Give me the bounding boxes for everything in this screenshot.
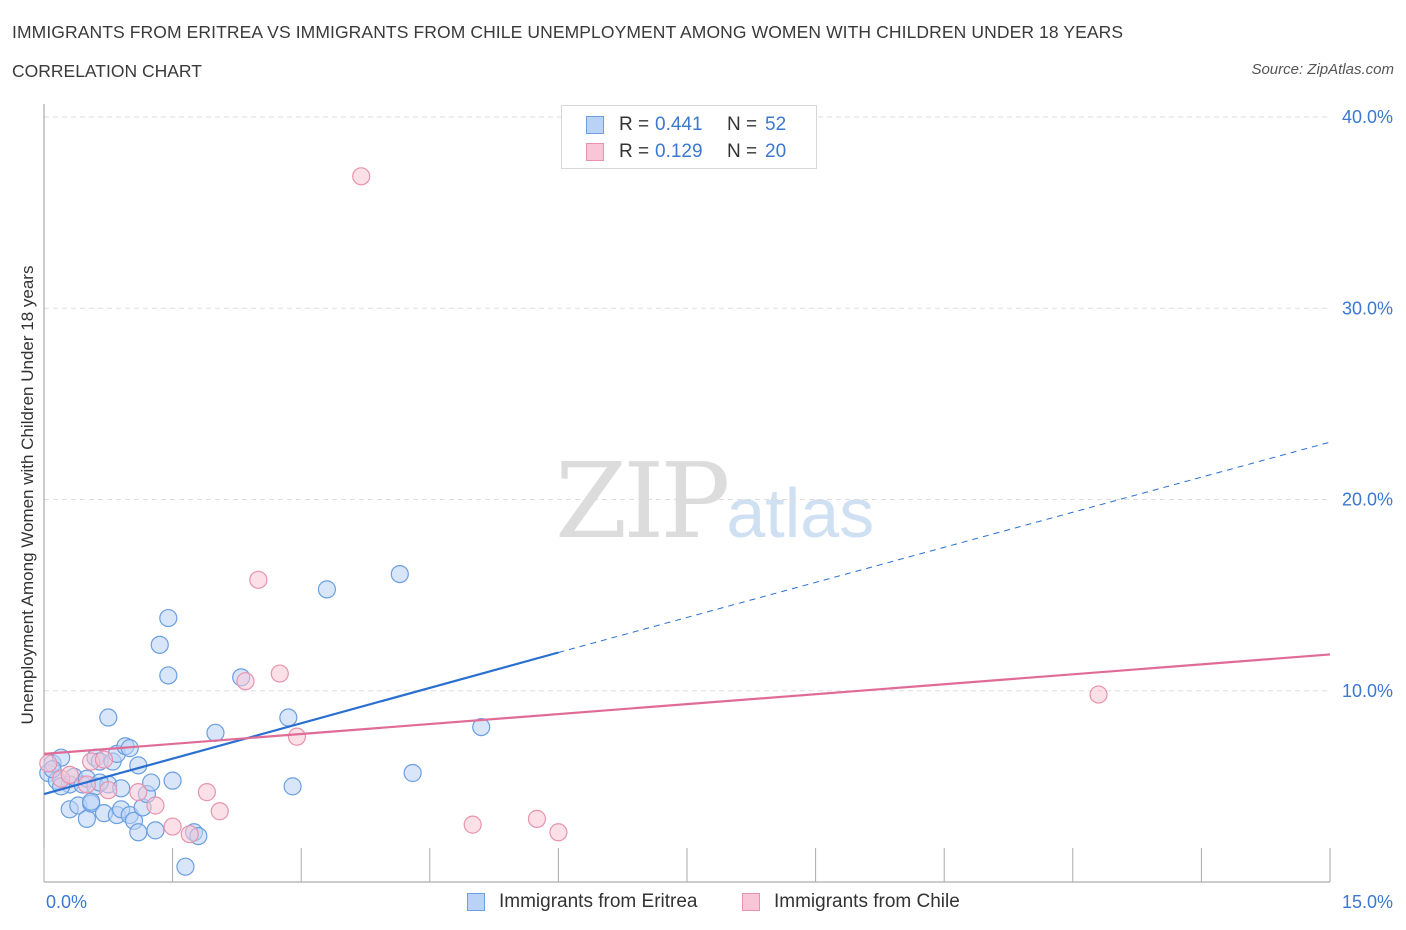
- chile-point: [129, 783, 148, 802]
- legend-r-label: R =: [619, 114, 650, 135]
- watermark: ZIPatlas: [555, 440, 874, 562]
- bottom-legend-chile: Immigrants from Chile: [742, 890, 960, 914]
- eritrea-point: [159, 666, 178, 685]
- eritrea-point: [146, 821, 165, 840]
- eritrea-trend-extension: [558, 441, 1331, 653]
- watermark-zip: ZIP: [555, 440, 730, 562]
- chile-point: [210, 802, 229, 821]
- eritrea-point: [82, 792, 101, 811]
- eritrea-point: [279, 708, 298, 727]
- eritrea-point: [129, 823, 148, 842]
- chile-point: [146, 796, 165, 815]
- legend-swatch-eritrea: [586, 116, 604, 134]
- chile-point: [60, 765, 79, 785]
- chile-point: [94, 750, 114, 769]
- y-tick-label: 30.0%: [1342, 298, 1393, 318]
- eritrea-point: [390, 564, 409, 584]
- chile-point: [549, 823, 568, 842]
- chile-point: [236, 672, 255, 691]
- grid-lines: [44, 116, 1330, 692]
- tick-labels: 10.0% 20.0% 30.0% 40.0% 0.0% 15.0%: [46, 107, 1393, 912]
- trend-lines: [43, 441, 1331, 796]
- source-credit: Source: ZipAtlas.com: [1251, 61, 1394, 78]
- legend-r-label: R =: [619, 141, 650, 162]
- eritrea-point: [176, 857, 195, 876]
- y-axis-label: Unemployment Among Women with Children U…: [18, 266, 37, 725]
- eritrea-point: [206, 723, 225, 742]
- correlation-legend: R = 0.441 N = 52 R = 0.129 N = 20: [561, 105, 817, 169]
- bottom-legend-label-chile: Immigrants from Chile: [774, 891, 960, 912]
- chile-point: [197, 783, 216, 802]
- chile-point: [287, 727, 307, 746]
- eritrea-point: [283, 777, 302, 796]
- bottom-legend-eritrea: Immigrants from Eritrea: [467, 890, 697, 914]
- y-tick-label: 40.0%: [1342, 107, 1393, 127]
- watermark-atlas: atlas: [726, 474, 875, 552]
- eritrea-point: [150, 635, 169, 654]
- chile-point: [180, 825, 199, 844]
- axes: [43, 104, 1331, 883]
- bottom-legend-label-eritrea: Immigrants from Eritrea: [499, 891, 698, 912]
- chile-point: [463, 815, 482, 834]
- chart-subtitle: CORRELATION CHART: [12, 61, 202, 81]
- chile-point: [527, 809, 547, 828]
- legend-n-value: 20: [765, 141, 787, 162]
- bottom-legend-swatch-eritrea: [467, 893, 485, 911]
- bottom-legend-swatch-chile: [742, 893, 760, 911]
- eritrea-point: [142, 773, 161, 792]
- legend-swatch-chile: [586, 143, 604, 161]
- chile-point: [352, 167, 371, 186]
- eritrea-trend-line: [43, 651, 559, 796]
- eritrea-point: [159, 608, 178, 628]
- eritrea-point: [317, 580, 337, 599]
- chile-point: [1089, 685, 1108, 704]
- legend-r-value: 0.129: [655, 141, 703, 162]
- eritrea-point: [99, 708, 118, 727]
- eritrea-point: [472, 717, 491, 737]
- chart-title: IMMIGRANTS FROM ERITREA VS IMMIGRANTS FR…: [12, 22, 1124, 42]
- legend-row-chile: R = 0.129 N = 20: [586, 140, 786, 164]
- legend-row-eritrea: R = 0.441 N = 52: [586, 113, 786, 137]
- chile-point: [249, 570, 268, 589]
- legend-n-label: N =: [727, 141, 758, 162]
- x-tick-label: 0.0%: [46, 892, 87, 912]
- eritrea-point: [77, 809, 96, 828]
- chile-point: [39, 754, 58, 773]
- x-tick-label: 15.0%: [1342, 892, 1393, 912]
- legend-n-value: 52: [765, 114, 787, 135]
- legend-r-value: 0.441: [655, 114, 703, 135]
- y-tick-label: 10.0%: [1342, 681, 1393, 701]
- y-tick-label: 20.0%: [1342, 490, 1393, 510]
- chile-point: [270, 664, 289, 683]
- eritrea-point: [163, 771, 182, 790]
- chile-trend-line: [43, 653, 1331, 755]
- chile-point: [99, 781, 118, 800]
- chile-point: [163, 817, 182, 836]
- data-points: [39, 167, 1108, 876]
- legend-n-label: N =: [727, 114, 758, 135]
- eritrea-point: [403, 763, 422, 783]
